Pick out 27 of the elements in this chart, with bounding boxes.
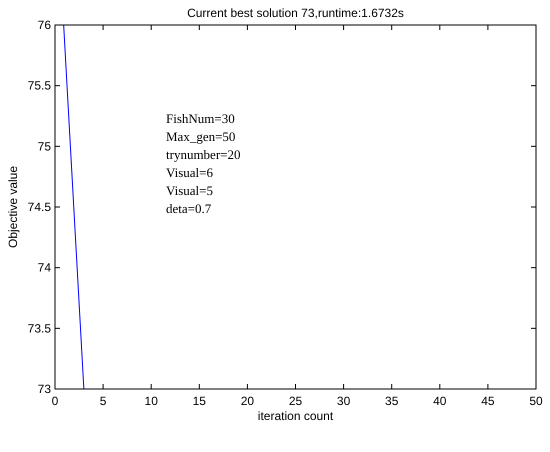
x-tick-label: 10 (144, 394, 158, 408)
y-tick-label: 74.5 (28, 200, 52, 214)
y-axis-title: Objective value (6, 166, 20, 248)
x-tick-label: 50 (529, 394, 543, 408)
x-tick-label: 25 (288, 394, 302, 408)
y-tick-label: 75.5 (28, 78, 52, 93)
annotation: Visual=6 (166, 165, 214, 180)
annotation: trynumber=20 (166, 147, 240, 162)
y-tick-label: 73.5 (28, 321, 52, 336)
annotation: Visual=5 (166, 183, 213, 198)
y-tick-label: 76 (38, 18, 52, 32)
x-axis-title: iteration count (258, 409, 334, 423)
y-tick-label: 74 (38, 260, 52, 275)
y-tick-label: 75 (38, 139, 52, 154)
annotation: Max_gen=50 (166, 129, 236, 144)
x-tick-label: 45 (481, 394, 495, 408)
y-tick-label: 73 (38, 382, 52, 396)
x-tick-label: 20 (240, 394, 254, 408)
x-tick-label: 30 (336, 394, 351, 408)
annotation: FishNum=30 (166, 111, 235, 126)
x-tick-label: 5 (100, 394, 107, 408)
annotation: deta=0.7 (166, 201, 212, 216)
x-tick-label: 15 (192, 394, 206, 408)
x-tick-label: 0 (52, 394, 59, 408)
x-tick-label: 40 (433, 394, 447, 408)
chart-title: Current best solution 73,runtime:1.6732s (187, 6, 404, 20)
x-tick-label: 35 (385, 394, 399, 408)
